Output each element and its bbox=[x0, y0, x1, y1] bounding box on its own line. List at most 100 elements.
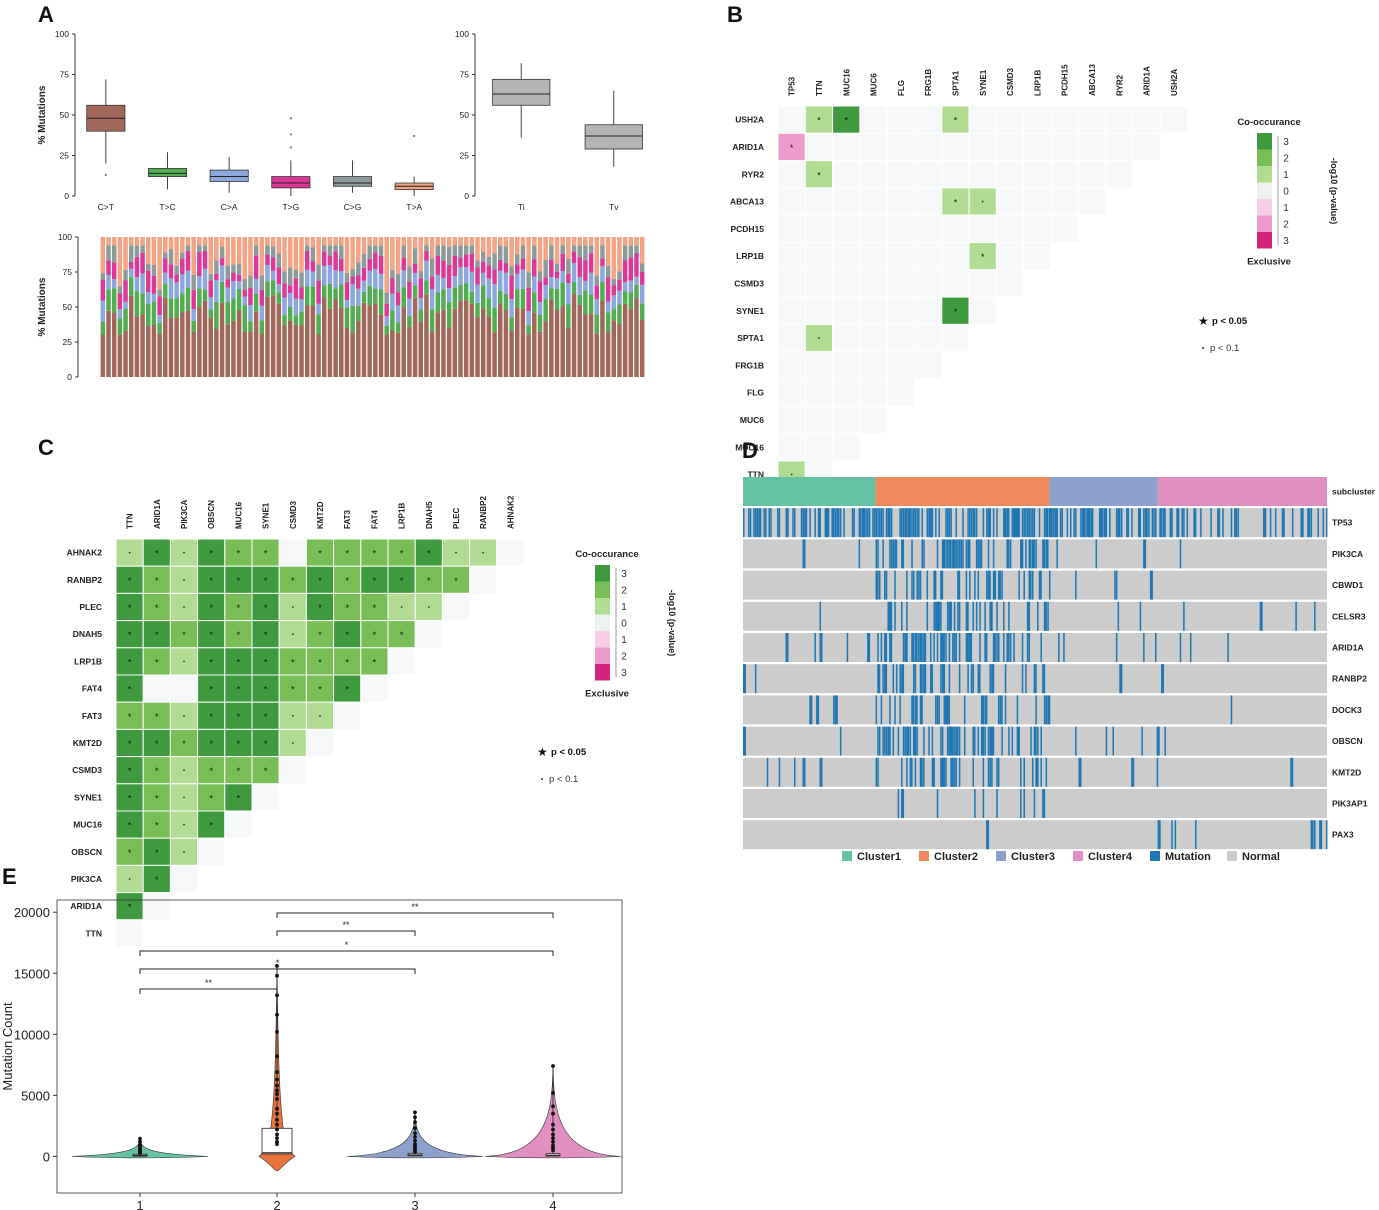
stacked-segment-C>A bbox=[191, 309, 196, 321]
stacked-segment-T>C bbox=[248, 321, 253, 332]
heatmap-cell bbox=[469, 565, 498, 594]
mutation-tick bbox=[1043, 508, 1046, 538]
stacked-segment-T>C bbox=[191, 320, 196, 332]
outlier-point bbox=[275, 1136, 279, 1140]
stacked-segment-C>T bbox=[458, 300, 463, 377]
mutation-tick bbox=[814, 508, 816, 538]
stacked-segment-C>G bbox=[577, 245, 582, 258]
stacked-segment-C>T bbox=[327, 308, 333, 377]
heatmap-weak-marker bbox=[291, 633, 294, 636]
mutation-tick bbox=[884, 664, 888, 694]
mutation-tick bbox=[743, 508, 745, 538]
mutation-tick bbox=[1269, 508, 1272, 538]
mutation-tick bbox=[1075, 726, 1077, 756]
stacked-segment-T>A bbox=[469, 237, 475, 246]
legend-level-label: 2 bbox=[1283, 220, 1289, 231]
stacked-segment-C>A bbox=[236, 281, 242, 290]
stacked-segment-T>G bbox=[395, 292, 401, 306]
stacked-segment-C>G bbox=[208, 273, 213, 281]
mutation-tick bbox=[912, 570, 915, 600]
heatmap-cell bbox=[278, 565, 307, 594]
mutation-tick bbox=[989, 601, 993, 631]
stacked-segment-C>A bbox=[537, 301, 543, 315]
mutation-tick bbox=[929, 508, 933, 538]
stacked-segment-C>T bbox=[407, 326, 412, 377]
significance-label: * bbox=[345, 940, 349, 950]
mutation-tick bbox=[980, 726, 984, 756]
mutation-tick bbox=[997, 695, 1000, 725]
stacked-segment-T>A bbox=[299, 237, 304, 273]
heatmap-col-label: MUC16 bbox=[842, 68, 851, 96]
mutation-tick bbox=[952, 726, 954, 756]
mutation-tick bbox=[858, 539, 861, 569]
stacked-segment-C>G bbox=[157, 289, 162, 297]
oncoprint-row-label: TP53 bbox=[1332, 518, 1353, 528]
stacked-segment-T>G bbox=[622, 260, 628, 283]
mutation-tick bbox=[890, 539, 893, 569]
heatmap-cell bbox=[115, 837, 144, 866]
heatmap-sig-marker: * bbox=[264, 603, 268, 613]
heatmap-cell bbox=[142, 892, 171, 921]
sig-legend-dot bbox=[1202, 347, 1204, 349]
stacked-segment-C>T bbox=[282, 325, 287, 377]
mutation-tick bbox=[754, 664, 757, 694]
stacked-segment-C>G bbox=[322, 245, 327, 252]
mutation-tick bbox=[749, 508, 752, 538]
mutation-tick bbox=[946, 539, 949, 569]
heatmap-row-label: ABCA13 bbox=[730, 197, 764, 207]
stacked-segment-T>A bbox=[146, 237, 151, 265]
x-tick-label: C>T bbox=[98, 202, 114, 212]
legend-level-label: 2 bbox=[621, 652, 627, 663]
mutation-tick bbox=[1028, 508, 1031, 538]
stacked-segment-T>A bbox=[639, 237, 645, 264]
heatmap-cell bbox=[278, 538, 307, 567]
mutation-tick bbox=[936, 789, 939, 818]
panel-b-cooccurrence-heatmap: TP53 TTN MUC16 MUC6 FLG FRG1B SPTA1 SYNE1 CSMD3 L… bbox=[730, 63, 1339, 517]
mutation-tick bbox=[839, 508, 842, 538]
legend-level-label: 2 bbox=[621, 586, 627, 597]
stacked-segment-T>C bbox=[214, 301, 219, 329]
heatmap-col-label: FLG bbox=[897, 80, 906, 96]
stacked-segment-T>A bbox=[509, 237, 514, 267]
stacked-segment-T>A bbox=[151, 237, 157, 265]
outlier-point bbox=[551, 1127, 555, 1132]
y-tick-label: 0 bbox=[464, 191, 469, 201]
stacked-segment-T>G bbox=[214, 273, 219, 281]
heatmap-weak-marker bbox=[818, 337, 820, 339]
stacked-segment-T>A bbox=[236, 237, 242, 264]
mutation-tick bbox=[958, 664, 961, 694]
stacked-segment-T>C bbox=[373, 288, 378, 304]
stacked-segment-C>T bbox=[424, 294, 429, 377]
stacked-segment-C>T bbox=[322, 297, 327, 377]
stacked-segment-C>A bbox=[515, 273, 520, 290]
outlier-point bbox=[551, 1090, 555, 1095]
stacked-segment-C>A bbox=[293, 298, 299, 316]
stacked-segment-T>C bbox=[458, 284, 463, 301]
mutation-tick bbox=[1033, 789, 1036, 818]
heatmap-sig-marker: * bbox=[291, 685, 295, 695]
stacked-segment-T>G bbox=[111, 262, 117, 280]
stacked-segment-T>A bbox=[520, 237, 526, 246]
mutation-tick bbox=[935, 508, 937, 538]
stacked-segment-C>A bbox=[157, 315, 162, 323]
legend-label: Normal bbox=[1242, 851, 1280, 863]
box-Ti bbox=[492, 78, 551, 106]
outlier-point bbox=[275, 1132, 279, 1137]
mutation-tick bbox=[1230, 508, 1233, 538]
mutation-tick bbox=[912, 664, 915, 694]
mutation-tick bbox=[1070, 508, 1072, 538]
heatmap-sig-marker: * bbox=[237, 793, 241, 803]
stacked-segment-T>A bbox=[475, 237, 480, 261]
legend-level-label: 1 bbox=[1283, 170, 1289, 181]
mutation-tick bbox=[979, 633, 981, 662]
mutation-tick bbox=[921, 539, 923, 569]
stacked-segment-T>C bbox=[185, 287, 191, 311]
mutation-tick bbox=[946, 508, 949, 538]
heatmap-cell bbox=[251, 674, 280, 703]
stacked-segment-T>G bbox=[577, 257, 582, 277]
legend-label: Cluster3 bbox=[1011, 851, 1055, 863]
stacked-segment-T>C bbox=[617, 304, 622, 324]
heatmap-sig-marker: * bbox=[291, 657, 295, 667]
mutation-tick bbox=[1179, 539, 1182, 569]
